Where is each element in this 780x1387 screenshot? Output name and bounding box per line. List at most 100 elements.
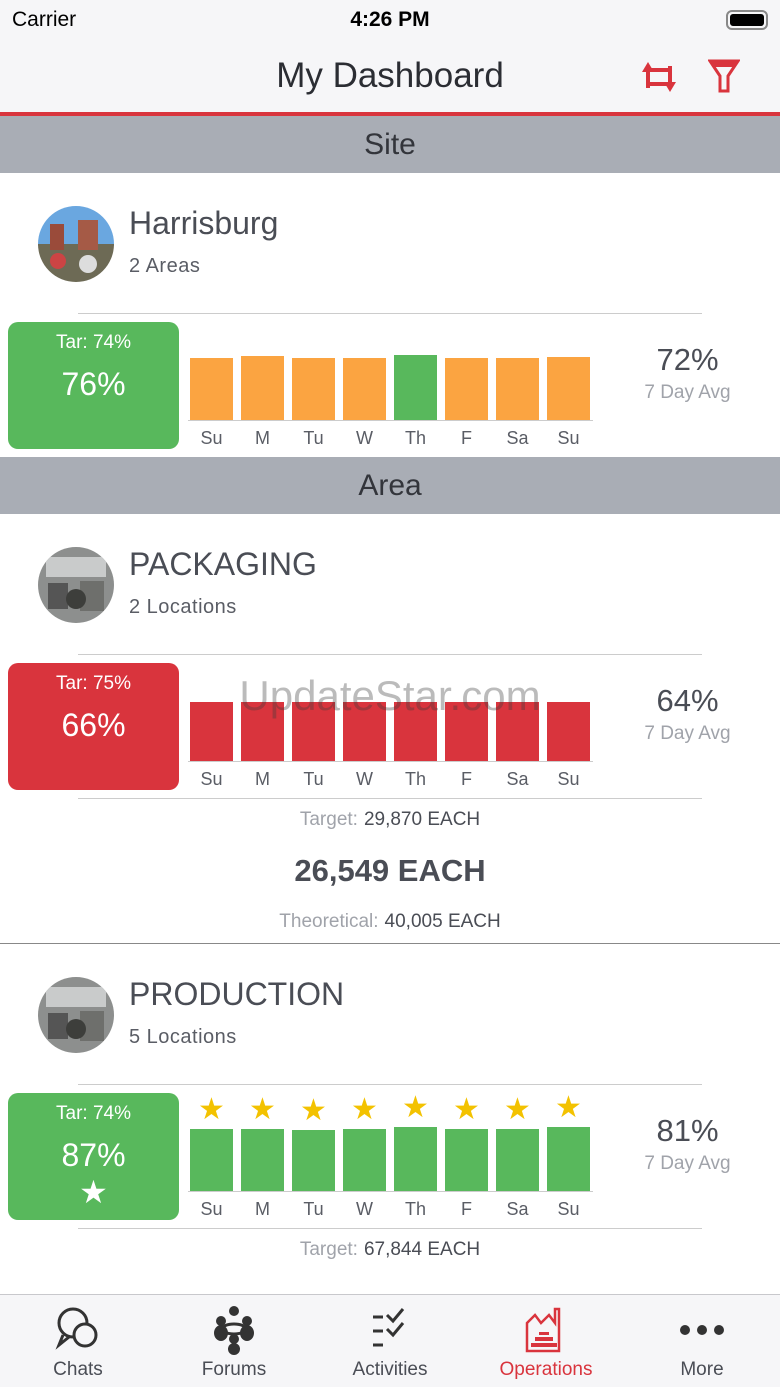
star-icon: ★ — [198, 1093, 225, 1127]
card-title: PACKAGING — [129, 546, 317, 582]
card-production[interactable]: PRODUCTION 5 Locations Tar: 74% 87% ★ ★ S… — [0, 944, 780, 1271]
day-label: Su — [557, 1199, 580, 1219]
card-title: PRODUCTION — [129, 976, 345, 1012]
day-bar — [394, 1127, 437, 1191]
divider — [78, 654, 702, 655]
kpi-badge: Tar: 74% 76% — [8, 322, 179, 449]
status-bar: Carrier 4:26 PM — [0, 0, 780, 40]
day-label: Th — [404, 1199, 426, 1219]
day-bar — [292, 701, 335, 761]
day-label: Tu — [303, 428, 324, 448]
day-bar — [343, 701, 386, 761]
day-label: Su — [557, 428, 580, 448]
day-label: M — [255, 769, 270, 789]
theoretical-line: Theoretical: 40,005 EACH — [279, 911, 501, 932]
day-bar — [445, 1129, 488, 1191]
day-bar — [343, 358, 386, 420]
day-label: Tu — [303, 1199, 324, 1219]
day-label: M — [255, 1199, 270, 1219]
card-subtitle: 5 Locations — [129, 1026, 237, 1048]
day-bar — [292, 1130, 335, 1191]
target-line: Target: 29,870 EACH — [299, 809, 481, 830]
day-label: Th — [404, 769, 426, 789]
day-label: M — [255, 428, 270, 448]
tab-more[interactable]: More — [624, 1295, 780, 1387]
star-icon: ★ — [504, 1093, 531, 1127]
avatar — [38, 547, 114, 623]
target-percent: Tar: 74% — [56, 332, 131, 353]
day-bar — [190, 701, 233, 761]
star-icon: ★ — [402, 1091, 429, 1125]
day-bar — [496, 358, 539, 420]
day-label: Su — [200, 769, 223, 789]
day-label: Su — [200, 428, 223, 448]
battery-icon — [726, 10, 768, 30]
refresh-icon[interactable] — [638, 58, 680, 96]
day-bar — [496, 1129, 539, 1191]
star-icon: ★ — [79, 1174, 108, 1210]
target-line: Target: 67,844 EACH — [299, 1239, 481, 1260]
day-bar — [547, 1126, 590, 1191]
day-label: W — [356, 769, 373, 789]
day-bar — [292, 358, 335, 420]
day-bar — [547, 701, 590, 761]
day-bar — [445, 358, 488, 420]
day-label: F — [461, 1199, 472, 1219]
day-label: Su — [557, 769, 580, 789]
avatar — [38, 977, 114, 1053]
tab-forums[interactable]: Forums — [156, 1295, 312, 1387]
more-dots-icon — [680, 1325, 724, 1335]
day-label: Sa — [506, 769, 529, 789]
divider — [78, 798, 702, 799]
tab-chats[interactable]: Chats — [0, 1295, 156, 1387]
tab-bar: Chats Forums Activities Operations More — [0, 1294, 780, 1387]
day-bar — [241, 356, 284, 420]
kpi-badge: Tar: 75% 66% — [8, 663, 179, 790]
seven-day-average: 72% 7 Day Avg — [644, 342, 731, 403]
current-percent: 66% — [61, 707, 126, 743]
day-bar — [496, 701, 539, 761]
group-icon — [214, 1306, 254, 1355]
card-subtitle: 2 Locations — [129, 596, 237, 618]
day-label: Sa — [506, 1199, 529, 1219]
bar-chart: Su M Tu W Th F Sa Su — [188, 314, 593, 457]
tab-operations[interactable]: Operations — [468, 1295, 624, 1387]
checklist-icon — [373, 1308, 405, 1347]
current-percent: 87% — [61, 1137, 126, 1173]
card-subtitle: 2 Areas — [129, 255, 201, 277]
star-icon: ★ — [351, 1093, 378, 1127]
chat-bubbles-icon — [55, 1307, 98, 1350]
target-percent: Tar: 75% — [56, 673, 131, 694]
day-bar — [241, 701, 284, 761]
day-bar — [241, 1129, 284, 1191]
clock: 4:26 PM — [350, 8, 430, 31]
card-packaging[interactable]: PACKAGING 2 Locations Tar: 75% 66% Su M Tu… — [0, 514, 780, 944]
seven-day-average: 81% 7 Day Avg — [644, 1113, 731, 1174]
factory-icon — [525, 1307, 561, 1353]
star-icon: ★ — [453, 1093, 480, 1127]
tab-activities[interactable]: Activities — [312, 1295, 468, 1387]
divider — [78, 313, 702, 314]
day-bar — [445, 701, 488, 761]
day-label: F — [461, 769, 472, 789]
day-bar — [190, 358, 233, 420]
filter-icon[interactable] — [708, 58, 740, 94]
bar-chart: Su M Tu W Th F Sa Su — [188, 655, 593, 798]
section-header-site: Site — [0, 116, 780, 173]
section-header-area: Area — [0, 457, 780, 514]
seven-day-average: 64% 7 Day Avg — [644, 683, 731, 744]
day-bar — [394, 354, 437, 420]
star-icon: ★ — [300, 1094, 327, 1128]
card-title: Harrisburg — [129, 205, 279, 241]
day-bar — [394, 701, 437, 761]
bar-chart: ★ Su ★ M ★ Tu ★ W ★ Th ★ F ★ Sa ★ Su — [188, 1085, 593, 1228]
day-label: Sa — [506, 428, 529, 448]
current-percent: 76% — [61, 366, 126, 402]
page-title: My Dashboard — [276, 56, 504, 95]
card-harrisburg[interactable]: Harrisburg 2 Areas Tar: 74% 76% Su M Tu W Th… — [0, 173, 780, 457]
divider — [0, 943, 780, 944]
day-bar — [190, 1129, 233, 1191]
carrier: Carrier — [12, 8, 77, 31]
day-label: F — [461, 428, 472, 448]
day-label: Su — [200, 1199, 223, 1219]
